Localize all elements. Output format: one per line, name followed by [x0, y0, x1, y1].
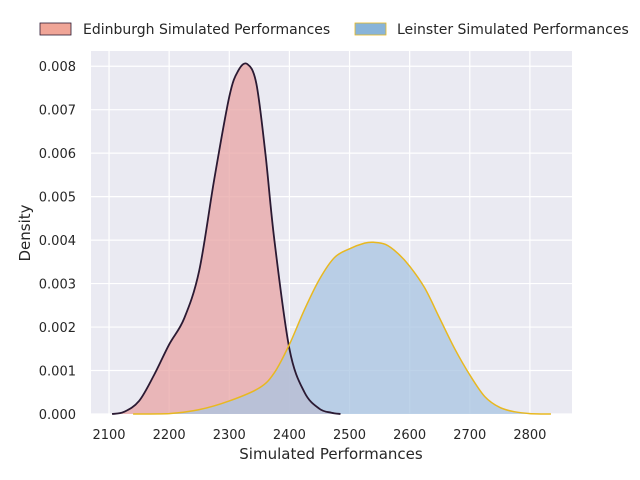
- y-tick-label: 0.004: [39, 234, 76, 249]
- y-tick-label: 0.001: [39, 365, 76, 380]
- legend-label-series-1: Leinster Simulated Performances: [397, 22, 629, 38]
- legend-label-series-0: Edinburgh Simulated Performances: [83, 22, 330, 38]
- y-tick-label: 0.002: [39, 321, 76, 336]
- x-tick-labels: 2100 2200 2300 2400 2500 2600 2700 2800: [92, 428, 546, 443]
- y-axis-title: Density: [16, 204, 34, 261]
- legend: Edinburgh Simulated Performances Leinster…: [39, 22, 629, 38]
- x-tick-label: 2300: [213, 428, 246, 443]
- x-tick-label: 2700: [453, 428, 486, 443]
- x-tick-label: 2500: [333, 428, 366, 443]
- y-tick-label: 0.007: [39, 104, 76, 119]
- x-tick-label: 2100: [92, 428, 125, 443]
- x-tick-label: 2600: [393, 428, 426, 443]
- density-area-series-1: [133, 242, 551, 414]
- legend-swatch-series-0: [39, 22, 72, 36]
- x-tick-label: 2800: [513, 428, 546, 443]
- legend-swatch-series-1: [354, 22, 387, 36]
- y-tick-labels: 0.000 0.001 0.002 0.003 0.004 0.005 0.006 0.007…: [39, 60, 76, 423]
- x-axis-title: Simulated Performances: [239, 445, 423, 463]
- y-tick-label: 0.008: [39, 60, 76, 75]
- density-line-series-0: [111, 62, 341, 415]
- y-tick-label: 0.000: [39, 408, 76, 423]
- x-tick-label: 2400: [273, 428, 306, 443]
- y-tick-label: 0.006: [39, 147, 76, 162]
- density-area-series-0: [112, 63, 341, 415]
- density-lines: [111, 62, 551, 415]
- y-tick-label: 0.003: [39, 278, 76, 293]
- density-areas: [112, 63, 551, 415]
- y-tick-label: 0.005: [39, 191, 76, 206]
- density-line-series-1: [133, 241, 551, 415]
- x-tick-label: 2200: [153, 428, 186, 443]
